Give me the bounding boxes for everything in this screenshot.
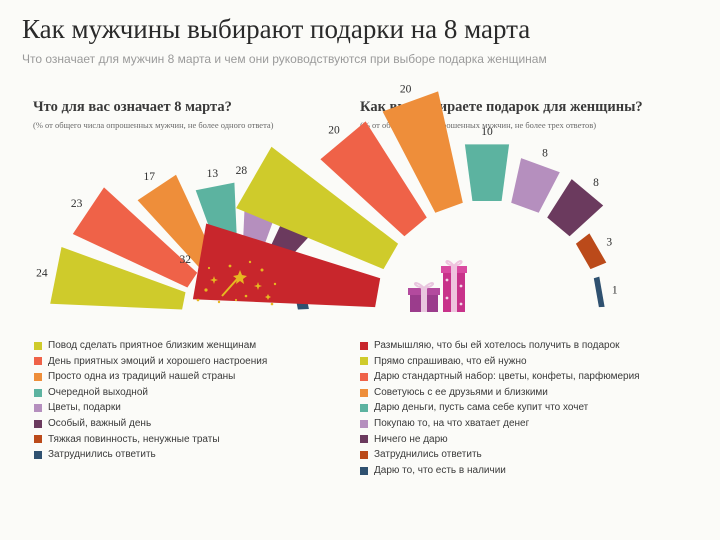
legend-label: День приятных эмоций и хорошего настроен… — [48, 355, 268, 367]
value-label-8: 3 — [606, 237, 612, 249]
value-label-4: 13 — [207, 168, 219, 180]
legend-swatch — [360, 435, 368, 444]
value-label-6: 8 — [542, 148, 548, 160]
sparkle-wand-icon — [196, 260, 277, 306]
legend-item: Очередной выходной — [34, 385, 267, 401]
bar-3 — [320, 121, 427, 237]
bar-1 — [192, 223, 381, 308]
legend-swatch — [34, 419, 42, 428]
gift-box-icon — [408, 260, 467, 312]
legend-item: Советуюсь с ее друзьями и близкими — [360, 385, 640, 401]
legend-label: Прямо спрашиваю, что ей нужно — [374, 355, 527, 367]
legend-item: День приятных эмоций и хорошего настроен… — [34, 354, 267, 370]
legend-label: Ничего не дарю — [374, 433, 448, 445]
legend-label: Тяжкая повинность, ненужные траты — [48, 433, 220, 445]
page-title: Как мужчины выбирают подарки на 8 марта — [22, 14, 531, 44]
legend-label: Цветы, подарки — [48, 402, 121, 414]
legend-item: Цветы, подарки — [34, 400, 267, 416]
legend-label: Дарю деньги, пусть сама себе купит что х… — [374, 402, 589, 414]
bar-2 — [236, 146, 399, 270]
legend-item: Дарю стандартный набор: цветы, конфеты, … — [360, 369, 640, 385]
legend-label: Размышляю, что бы ей хотелось получить в… — [374, 340, 620, 351]
legend-item: Затруднились ответить — [34, 447, 267, 463]
bar-8 — [575, 233, 607, 270]
value-label-1: 32 — [180, 254, 192, 266]
legend-swatch — [34, 404, 42, 413]
left-radial-chart: 242317139832 — [36, 168, 323, 310]
legend-label: Затруднились ответить — [48, 449, 156, 461]
value-label-9: 1 — [612, 285, 618, 297]
legend-item: Затруднились ответить — [360, 447, 640, 463]
legend-swatch — [360, 341, 368, 350]
bar-9 — [593, 276, 605, 308]
legend-item: Покупаю то, на что хватает денег — [360, 416, 640, 432]
legend-label: Просто одна из традиций нашей страны — [48, 371, 236, 383]
legend-item: Просто одна из традиций нашей страны — [34, 369, 267, 385]
legend-swatch — [34, 435, 42, 444]
bar-3 — [137, 174, 216, 270]
value-label-3: 17 — [143, 171, 155, 183]
legend-label: Особый, важный день — [48, 417, 152, 429]
right-legend: Размышляю, что бы ей хотелось получить в… — [360, 338, 640, 478]
legend-label: Повод сделать приятное близким женщинам — [48, 340, 257, 351]
legend-swatch — [34, 388, 42, 397]
legend-item: Особый, важный день — [34, 416, 267, 432]
value-label-5: 10 — [481, 126, 493, 138]
bar-2 — [72, 187, 198, 288]
legend-swatch — [360, 419, 368, 428]
legend-swatch — [360, 372, 368, 381]
legend-item: Дарю то, что есть в наличии — [360, 463, 640, 479]
legend-swatch — [34, 341, 42, 350]
legend-item: Тяжкая повинность, ненужные траты — [34, 432, 267, 448]
legend-swatch — [360, 357, 368, 366]
legend-swatch — [34, 372, 42, 381]
legend-label: Дарю стандартный набор: цветы, конфеты, … — [374, 371, 640, 383]
left-chart-title: Что для вас означает 8 марта? — [33, 99, 232, 115]
bar-4 — [382, 91, 463, 213]
legend-swatch — [34, 450, 42, 459]
value-label-1: 24 — [36, 268, 48, 280]
value-label-3: 20 — [328, 125, 340, 137]
legend-label: Советуюсь с ее друзьями и близкими — [374, 386, 548, 398]
bar-6 — [511, 158, 560, 213]
legend-label: Затруднились ответить — [374, 449, 482, 461]
legend-swatch — [360, 466, 368, 475]
bar-5 — [464, 144, 510, 201]
value-label-4: 20 — [400, 83, 412, 95]
right-radial-chart: 32 28 20 20 10 8 8 3 1 — [180, 83, 618, 308]
left-chart-note: (% от общего числа опрошенных мужчин, не… — [33, 120, 274, 130]
value-label-7: 8 — [593, 177, 599, 189]
legend-item: Повод сделать приятное близким женщинам — [34, 338, 267, 354]
legend-swatch — [360, 404, 368, 413]
legend-label: Очередной выходной — [48, 386, 148, 398]
value-label-2: 23 — [71, 198, 83, 210]
bar-7 — [547, 179, 604, 237]
legend-swatch — [360, 388, 368, 397]
legend-item: Дарю деньги, пусть сама себе купит что х… — [360, 400, 640, 416]
right-chart-note: (% от общего числа опрошенных мужчин, не… — [360, 120, 597, 130]
legend-swatch — [34, 357, 42, 366]
legend-item: Размышляю, что бы ей хотелось получить в… — [360, 338, 640, 354]
legend-item: Ничего не дарю — [360, 432, 640, 448]
legend-label: Дарю то, что есть в наличии — [374, 464, 506, 476]
left-legend: Повод сделать приятное близким женщинам Д… — [34, 338, 267, 463]
legend-label: Покупаю то, на что хватает денег — [374, 417, 530, 429]
page-subtitle: Что означает для мужчин 8 марта и чем он… — [22, 52, 547, 66]
value-label-2: 28 — [236, 165, 248, 177]
legend-swatch — [360, 450, 368, 459]
legend-item: Прямо спрашиваю, что ей нужно — [360, 354, 640, 370]
bar-1 — [50, 247, 186, 310]
